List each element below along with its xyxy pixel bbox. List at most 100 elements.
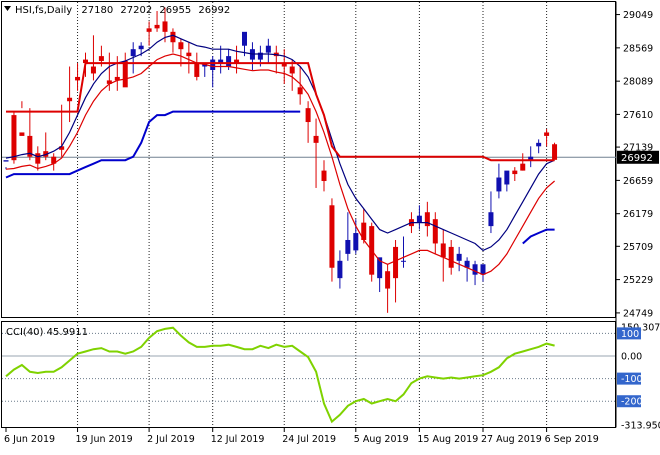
candle-body <box>464 260 470 268</box>
candle-body <box>377 257 383 279</box>
candle-body <box>265 45 271 53</box>
price-overlay-line <box>5 34 555 252</box>
candle-body <box>297 87 303 95</box>
candle-body <box>122 60 128 88</box>
price-overlay-line <box>5 53 555 276</box>
low-value: 26955 <box>159 5 191 16</box>
candle-body <box>528 156 534 161</box>
candle-body <box>313 135 319 143</box>
price-tick-label: 27139 <box>623 143 653 154</box>
candle-body <box>90 66 96 74</box>
price-tick-label: 27610 <box>623 110 653 121</box>
cci-tick-label: -100 <box>621 374 643 385</box>
cci-level-tag <box>617 327 641 340</box>
candle-body <box>138 45 144 50</box>
candle-body <box>178 42 184 50</box>
candle-body <box>496 177 502 192</box>
date-tick-label: 15 Aug 2019 <box>417 434 478 445</box>
candle-body <box>361 222 367 240</box>
candle-body <box>35 153 41 164</box>
candle-body <box>11 115 17 161</box>
candle-body <box>106 80 112 84</box>
date-tick-label: 6 Sep 2019 <box>545 434 599 445</box>
candle-body <box>353 233 359 251</box>
candle-body <box>226 56 232 67</box>
candle-body <box>456 253 462 261</box>
triangle-down-icon[interactable] <box>4 6 11 11</box>
close-value: 26992 <box>198 5 230 16</box>
candle-body <box>75 76 81 81</box>
candle-body <box>536 142 542 147</box>
cci-tick-label: -200 <box>621 397 643 408</box>
date-axis: 6 Jun 2019 19 Jun 2019 2 Jul 2019 12 Jul 20… <box>4 427 599 445</box>
candle-body <box>424 212 430 227</box>
candle-body <box>416 215 422 223</box>
date-tick-label: 19 Jun 2019 <box>76 434 133 445</box>
candle-body <box>130 49 136 57</box>
candle-body <box>337 260 343 279</box>
candle-body <box>401 260 406 262</box>
price-tick-label: 25229 <box>623 275 653 286</box>
indicator-lines <box>5 34 555 276</box>
candle-body <box>234 59 240 64</box>
candle-body <box>67 97 73 102</box>
candle-body <box>3 160 9 162</box>
date-tick-label: 24 Jul 2019 <box>282 434 336 445</box>
candle-body <box>83 59 88 64</box>
candle-body <box>321 170 327 182</box>
candle-body <box>281 63 287 67</box>
candle-body <box>544 132 550 136</box>
candle-body <box>488 212 494 227</box>
vertical-grid <box>77 2 548 427</box>
candle-body <box>170 31 176 43</box>
candle-body <box>257 52 263 60</box>
price-tick-label: 29049 <box>623 10 653 21</box>
candle-body <box>393 246 399 279</box>
cci-tick-label: 100 <box>621 329 639 340</box>
candle-body <box>242 31 247 46</box>
candle-body <box>114 76 120 81</box>
candle-body <box>552 144 558 160</box>
price-overlay-line <box>6 62 555 162</box>
date-tick-label: 27 Aug 2019 <box>481 434 542 445</box>
cci-level-tag <box>617 372 641 385</box>
price-tick-label: 26659 <box>623 176 653 187</box>
cci-tick-label: 0.00 <box>621 351 642 362</box>
cci-line <box>5 326 555 424</box>
candle-body <box>345 239 351 254</box>
indicator-pane-frame <box>1 321 616 428</box>
cci-series-line <box>5 326 555 424</box>
candle-body <box>98 56 104 61</box>
date-tick-label: 12 Jul 2019 <box>211 434 265 445</box>
cci-tick-label: -313.9505 <box>621 421 660 432</box>
price-axis: 29049 28569 28089 27610 27139 26659 26179 25709… <box>616 10 653 319</box>
candle-body <box>432 219 438 244</box>
candle-body <box>480 264 486 275</box>
candle-body <box>186 52 192 57</box>
price-tick-label: 28089 <box>623 77 653 88</box>
candle-body <box>440 243 446 258</box>
price-tick-label: 24749 <box>623 308 653 319</box>
current-price-label: 26992 <box>621 153 653 164</box>
candle-body <box>448 246 454 268</box>
candle-body <box>504 170 510 185</box>
candle-body <box>146 28 152 32</box>
candle-body <box>154 24 160 29</box>
symbol-line: HSI,fs,Daily 27180 27202 26955 26992 <box>15 5 230 16</box>
candle-body <box>27 135 33 157</box>
date-tick-label: 2 Jul 2019 <box>147 434 195 445</box>
candlesticks <box>3 7 558 313</box>
price-tick-label: 28569 <box>623 43 653 54</box>
price-tick-label: 25709 <box>623 242 653 253</box>
open-value: 27180 <box>81 5 113 16</box>
candle-body <box>19 132 25 136</box>
candle-body <box>59 146 65 150</box>
candle-body <box>289 66 295 74</box>
date-tick-label: 5 Aug 2019 <box>354 434 409 445</box>
cci-label: CCI(40) 45.9911 <box>6 327 88 338</box>
symbol-name: HSI,fs,Daily <box>15 5 72 16</box>
candle-body <box>329 205 335 268</box>
candle-body <box>472 264 478 275</box>
